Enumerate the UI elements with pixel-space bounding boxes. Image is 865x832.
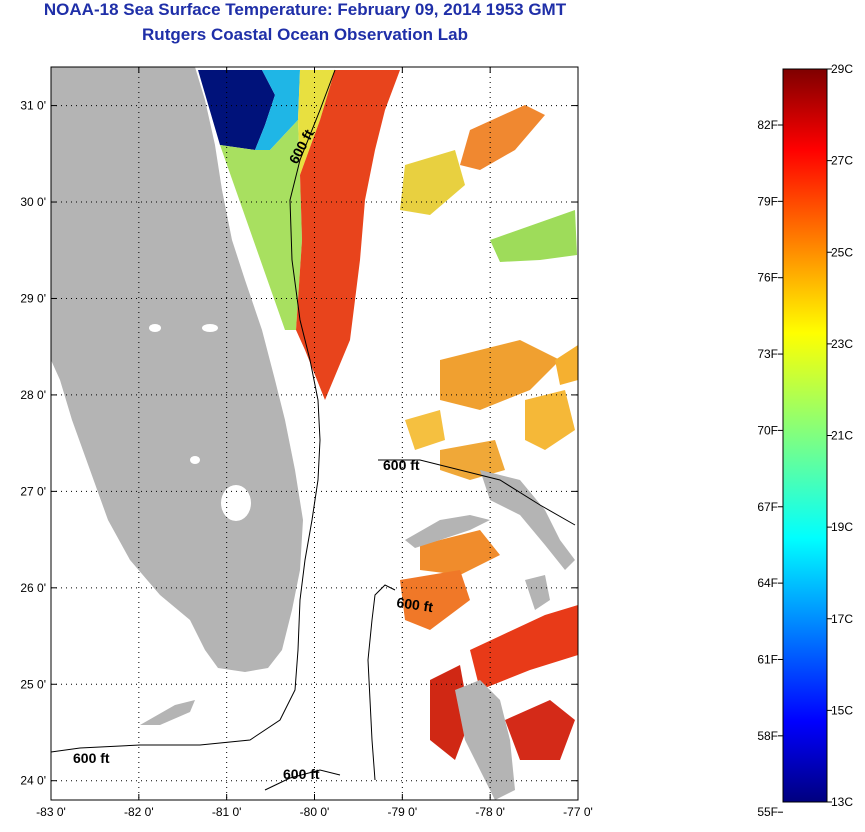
contour-label-south: 600 ft [283, 766, 320, 782]
lake [149, 324, 161, 332]
chart-title: NOAA-18 Sea Surface Temperature: Februar… [43, 0, 567, 19]
abaco [480, 470, 575, 570]
sst-patch [405, 410, 445, 450]
colorbar-fahrenheit-label: 64F [757, 576, 778, 590]
colorbar-celsius-label: 27C [831, 154, 853, 168]
depth-contour-east-florida [51, 69, 336, 753]
sst-patch [525, 390, 575, 450]
sst-patch [400, 150, 465, 215]
lat-tick-label: 26 0' [20, 581, 46, 595]
sst-gulfstream-north [296, 70, 400, 400]
colorbar-fahrenheit-label: 67F [757, 500, 778, 514]
colorbar-fahrenheit-label: 58F [757, 729, 778, 743]
lon-tick-label: -79 0' [388, 805, 418, 819]
lake [190, 456, 200, 464]
lon-tick-label: -77 0' [563, 805, 593, 819]
colorbar-celsius-label: 23C [831, 337, 853, 351]
sst-cool-patch [255, 70, 300, 150]
sst-patch [420, 530, 500, 575]
lat-tick-label: 28 0' [20, 388, 46, 402]
colorbar-celsius-label: 19C [831, 520, 853, 534]
colorbar-celsius-label: 13C [831, 795, 853, 809]
lat-tick-label: 29 0' [20, 291, 46, 305]
colorbar-fahrenheit-label: 55F [757, 805, 778, 819]
chart-subtitle: Rutgers Coastal Ocean Observation Lab [142, 25, 468, 44]
andros [455, 680, 515, 800]
sst-patch [470, 605, 578, 690]
sst-patch [490, 210, 577, 262]
lake [202, 324, 218, 332]
lon-tick-label: -80 0' [300, 805, 330, 819]
colorbar-fahrenheit-label: 70F [757, 423, 778, 437]
colorbar-celsius-label: 17C [831, 612, 853, 626]
sst-patch [400, 570, 470, 630]
colorbar-gradient [782, 68, 828, 803]
colorbar-celsius-label: 25C [831, 245, 853, 259]
lat-tick-label: 24 0' [20, 774, 46, 788]
depth-contour-straits [367, 584, 396, 781]
lat-tick-label: 25 0' [20, 677, 46, 691]
depth-contour-south [264, 769, 341, 791]
sst-patch [460, 105, 545, 170]
sst-greenish-patch [220, 120, 302, 330]
lat-tick-label: 27 0' [20, 484, 46, 498]
lon-tick-label: -81 0' [212, 805, 242, 819]
florida-landmass [51, 67, 303, 672]
colorbar-celsius-label: 15C [831, 703, 853, 717]
sst-patch [440, 340, 560, 410]
lon-tick-label: -82 0' [124, 805, 154, 819]
bahama-cay [525, 575, 550, 610]
contour-label-southwest: 600 ft [73, 750, 110, 766]
colorbar-celsius-label: 29C [831, 62, 853, 76]
contour-label-straits: 600 ft [396, 594, 435, 615]
colorbar-fahrenheit-label: 73F [757, 347, 778, 361]
contour-label-bahamas: 600 ft [383, 457, 420, 473]
map-axis-ticks [50, 67, 579, 800]
map-gridlines [51, 67, 578, 800]
grand-bahama [405, 515, 490, 548]
lon-tick-label: -78 0' [475, 805, 505, 819]
colorbar-fahrenheit-label: 76F [757, 271, 778, 285]
colorbar-fahrenheit-label: 79F [757, 194, 778, 208]
colorbar-celsius-label: 21C [831, 429, 853, 443]
colorbar-fahrenheit-label: 82F [757, 118, 778, 132]
sst-patch [440, 440, 505, 480]
lon-tick-label: -83 0' [36, 805, 66, 819]
colorbar-fahrenheit-label: 61F [757, 652, 778, 666]
sst-cold-patch [198, 70, 275, 150]
lat-tick-label: 30 0' [20, 195, 46, 209]
sst-patch [505, 700, 575, 760]
lat-tick-label: 31 0' [20, 99, 46, 113]
depth-contour-bahama-bank [378, 459, 576, 526]
sst-patch [555, 345, 578, 385]
sst-yellow-band [298, 70, 335, 175]
lake-okeechobee [221, 485, 251, 521]
florida-keys [140, 700, 195, 725]
